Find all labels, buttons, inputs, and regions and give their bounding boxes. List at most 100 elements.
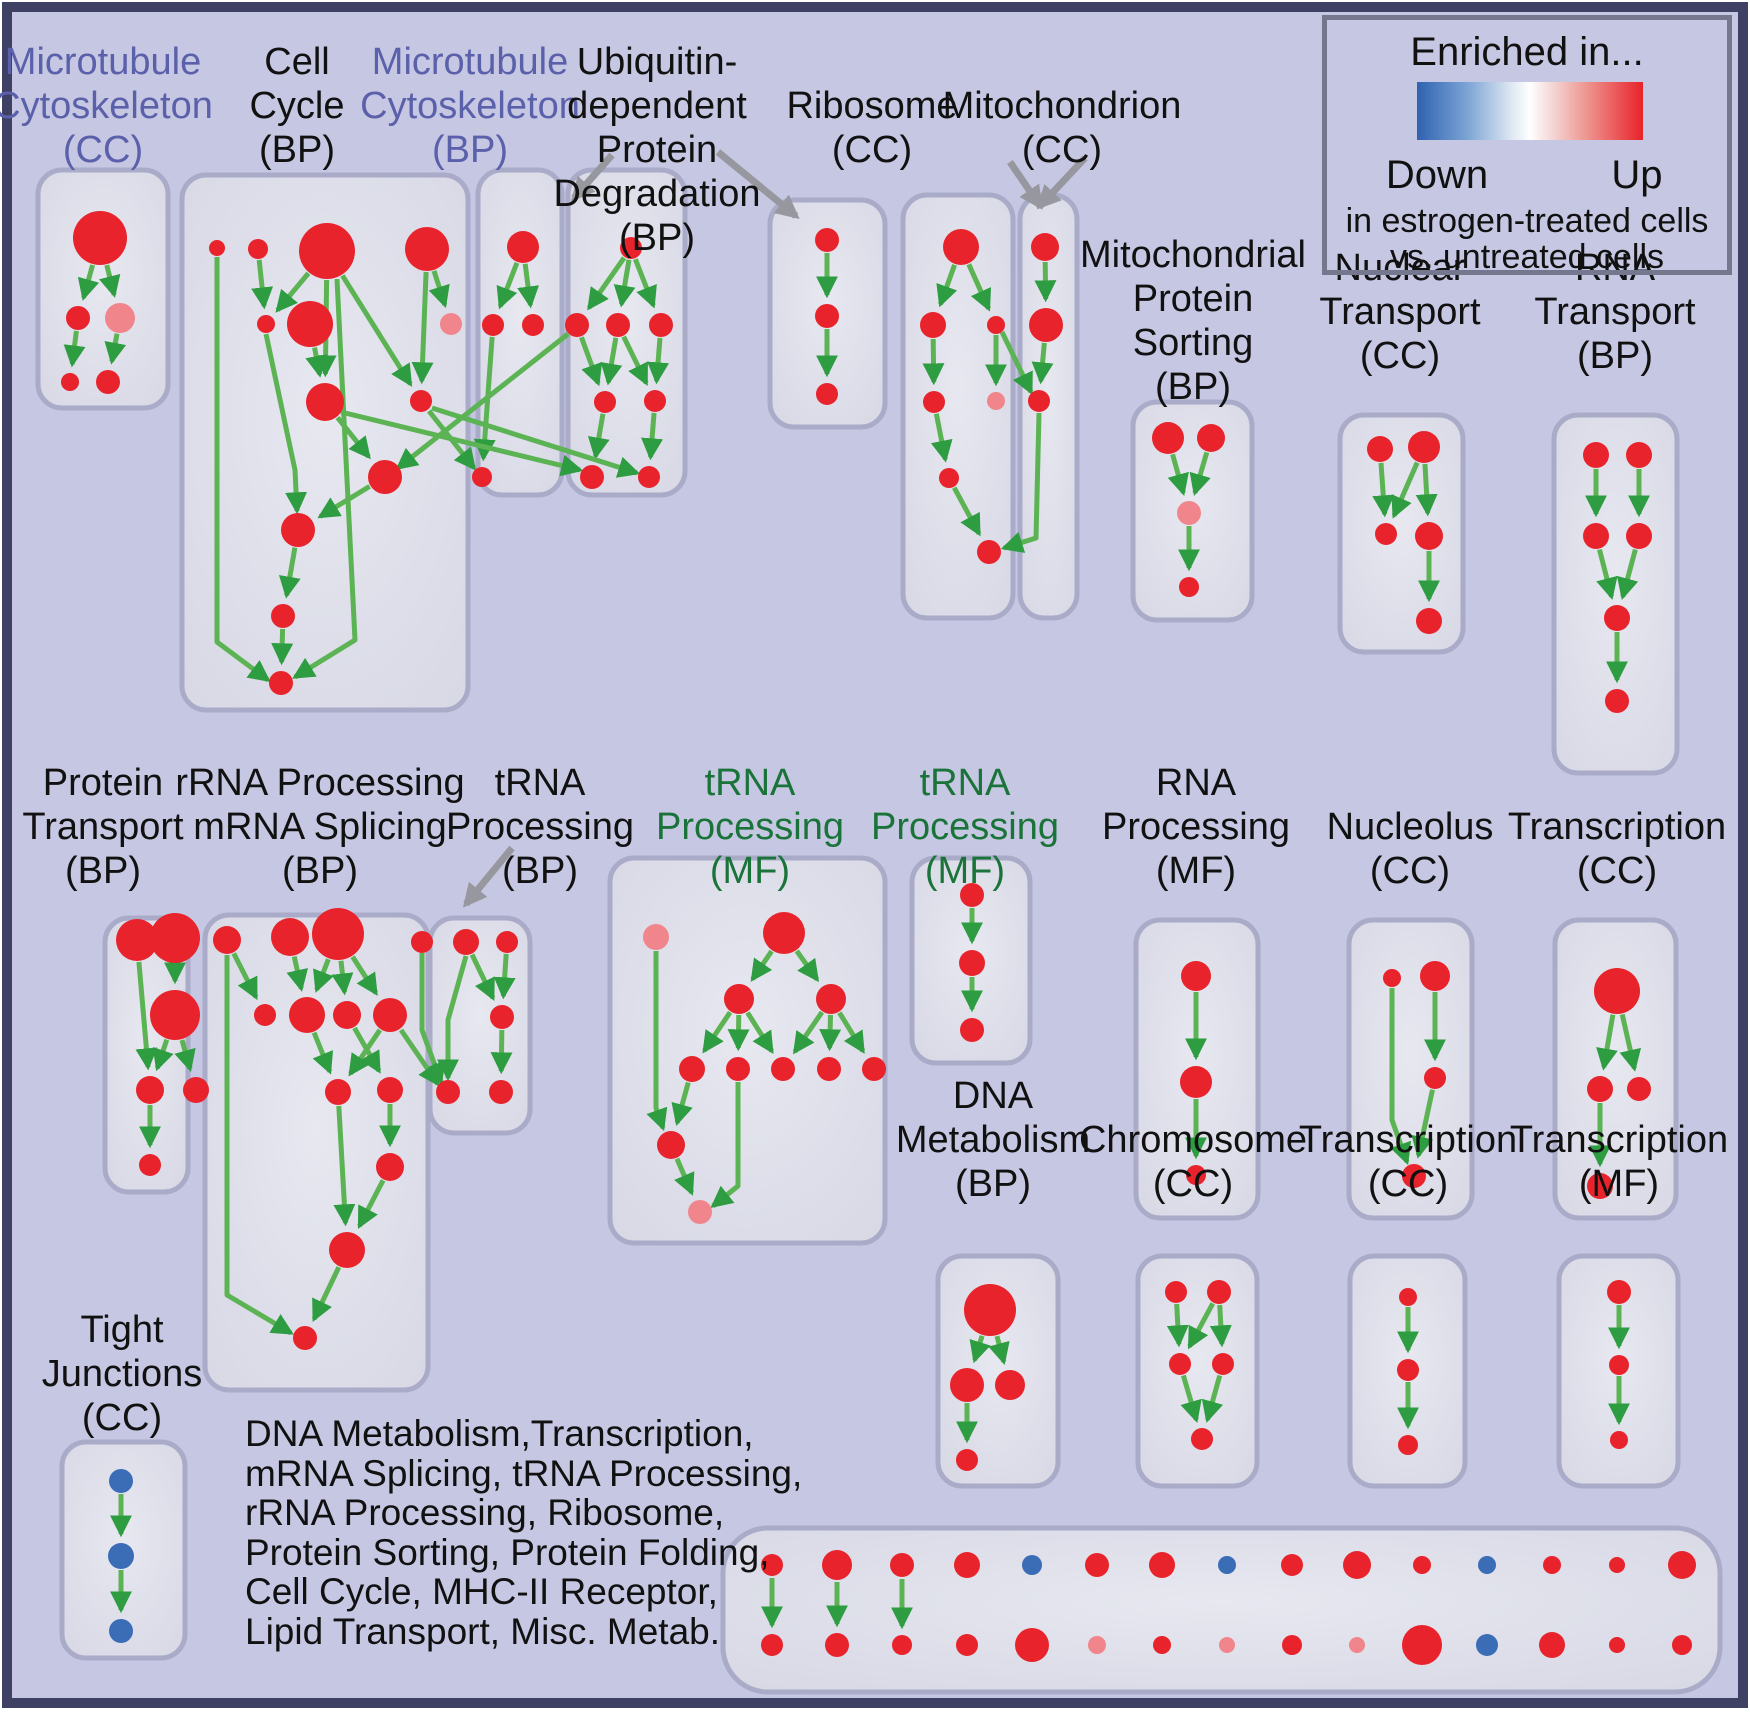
transcription-cc-bottom-node <box>1399 1288 1417 1306</box>
mitochondrion-cc-node <box>1028 390 1050 412</box>
trna-processing-mf-small-node <box>960 1018 984 1042</box>
edge-arrow <box>646 951 668 1132</box>
edge-arrow <box>674 1157 695 1196</box>
trna-processing-mf-large-box <box>607 855 888 1246</box>
edge-arrow <box>350 955 379 996</box>
cross-cluster-edge-arrow <box>398 1028 441 1087</box>
cross-cluster-edge-arrow <box>427 409 477 471</box>
tight-junctions-cc-node <box>109 1469 133 1493</box>
rna-transport-bp-node <box>1605 689 1629 713</box>
edge-arrow <box>647 337 670 385</box>
misc-bottom-node <box>1349 1637 1365 1653</box>
dna-metabolism-bp-node <box>956 1449 978 1471</box>
misc-bottom-node <box>1539 1632 1565 1658</box>
edge-arrow <box>1189 451 1211 497</box>
cell-cycle-bp-node <box>248 239 268 259</box>
microtubule-cytoskeleton-bp-box <box>475 167 565 498</box>
legend-subtitle-line2: vs. untreated cells <box>1389 238 1665 276</box>
cell-cycle-bp-node <box>271 604 295 628</box>
nuclear-transport-cc-node <box>1408 431 1440 463</box>
trna-processing-bp-node <box>453 929 479 955</box>
edge-arrow <box>1596 1014 1618 1071</box>
edge-arrow <box>135 961 158 1071</box>
edge-arrow <box>428 270 450 309</box>
edge-arrow <box>837 1011 866 1054</box>
nuclear-transport-cc-box <box>1337 412 1466 655</box>
trna-processing-mf-large-node <box>771 1057 795 1081</box>
rrna-processing-mrna-splicing-bp-node <box>271 918 309 956</box>
edge-arrow <box>613 259 636 308</box>
protein-transport-bp-node <box>139 1154 161 1176</box>
microtubule-cytoskeleton-bp-node <box>507 231 539 263</box>
edge-arrow <box>621 335 649 386</box>
edge-arrow <box>231 952 259 1001</box>
rrna-processing-mrna-splicing-bp-node <box>376 1153 404 1181</box>
microtubule-cytoskeleton-cc-node <box>61 373 79 391</box>
misc-top-node <box>1218 1556 1236 1574</box>
cell-cycle-bp-node <box>368 460 402 494</box>
transcription-mf-node <box>1609 1355 1629 1375</box>
misc-top-node <box>954 1552 980 1578</box>
misc-bottom-node <box>1282 1635 1302 1655</box>
edge-arrow <box>922 338 945 386</box>
edge-arrow <box>633 258 657 309</box>
trna-processing-mf-small-node <box>959 950 985 976</box>
trna-processing-bp-node <box>496 931 518 953</box>
trna-processing-mf-large-node <box>862 1057 886 1081</box>
chromosome-cc-node <box>1169 1353 1191 1375</box>
rrna-processing-mrna-splicing-bp-node <box>289 997 325 1033</box>
nucleolus-cc-node <box>1402 1164 1426 1188</box>
misc-bottom-node <box>1088 1636 1106 1654</box>
cell-cycle-bp-node <box>287 301 333 347</box>
ubiquitin-degradation-bp-2-node <box>815 228 839 252</box>
rrna-processing-mrna-splicing-bp-node <box>373 998 407 1032</box>
edge-arrow <box>671 1081 693 1127</box>
edge-arrow <box>936 264 958 308</box>
edge-arrow <box>988 1335 1010 1365</box>
ubiquitin-degradation-bp-2-node <box>815 304 839 328</box>
trna-processing-mf-large-node <box>763 912 805 954</box>
rrna-processing-mrna-splicing-bp-node <box>312 908 364 960</box>
protein-transport-bp-node <box>150 913 200 963</box>
mitochondrion-cc-node <box>1029 308 1063 342</box>
edge-arrow <box>1180 1374 1202 1423</box>
edge-arrow <box>1372 462 1395 518</box>
edge-arrow <box>1201 1374 1224 1423</box>
cell-cycle-bp-node <box>410 390 432 412</box>
misc-top-node <box>1281 1554 1303 1576</box>
transcription-cc-bottom-node <box>1398 1435 1418 1455</box>
misc-top-node <box>1022 1555 1042 1575</box>
edge-arrow <box>98 264 121 298</box>
rrna-processing-mrna-splicing-bp-node <box>254 1004 276 1026</box>
cell-cycle-bp-node <box>281 513 315 547</box>
label-pointer-arrow <box>570 152 615 202</box>
nucleolus-cc-box <box>1346 917 1475 1221</box>
chromosome-cc-node <box>1165 1281 1187 1303</box>
ubiquitin-degradation-bp-1-node <box>606 313 630 337</box>
edge-arrow <box>317 484 371 519</box>
transcription-cc-bottom-node <box>1397 1359 1419 1381</box>
protein-transport-bp-node <box>150 990 200 1040</box>
rna-transport-bp-node <box>1604 605 1630 631</box>
ubiquitin-degradation-bp-1-node <box>638 466 660 488</box>
trna-processing-mf-large-node <box>816 984 846 1014</box>
protein-transport-bp-node <box>136 1076 164 1104</box>
edge-arrow <box>251 259 274 310</box>
ribosome-cc-node <box>920 312 946 338</box>
edge-arrow <box>600 337 623 386</box>
rrna-processing-mrna-splicing-bp-node <box>293 1326 317 1350</box>
misc-bottom-node <box>892 1635 912 1655</box>
cross-cluster-edge-arrow <box>1000 412 1042 553</box>
edge-arrow <box>214 257 271 683</box>
rna-transport-bp-node <box>1583 442 1609 468</box>
cell-cycle-bp-node <box>209 240 225 256</box>
rrna-processing-mrna-splicing-bp-node <box>325 1079 351 1105</box>
trna-processing-bp-node <box>489 1080 513 1104</box>
misc-bottom-node <box>1672 1635 1692 1655</box>
tight-junctions-cc-node <box>109 1619 133 1643</box>
edge-arrow <box>352 1026 382 1074</box>
misc-top-node <box>1543 1556 1561 1574</box>
ribosome-cc-node <box>939 468 959 488</box>
trna-processing-mf-large-node <box>688 1200 712 1224</box>
